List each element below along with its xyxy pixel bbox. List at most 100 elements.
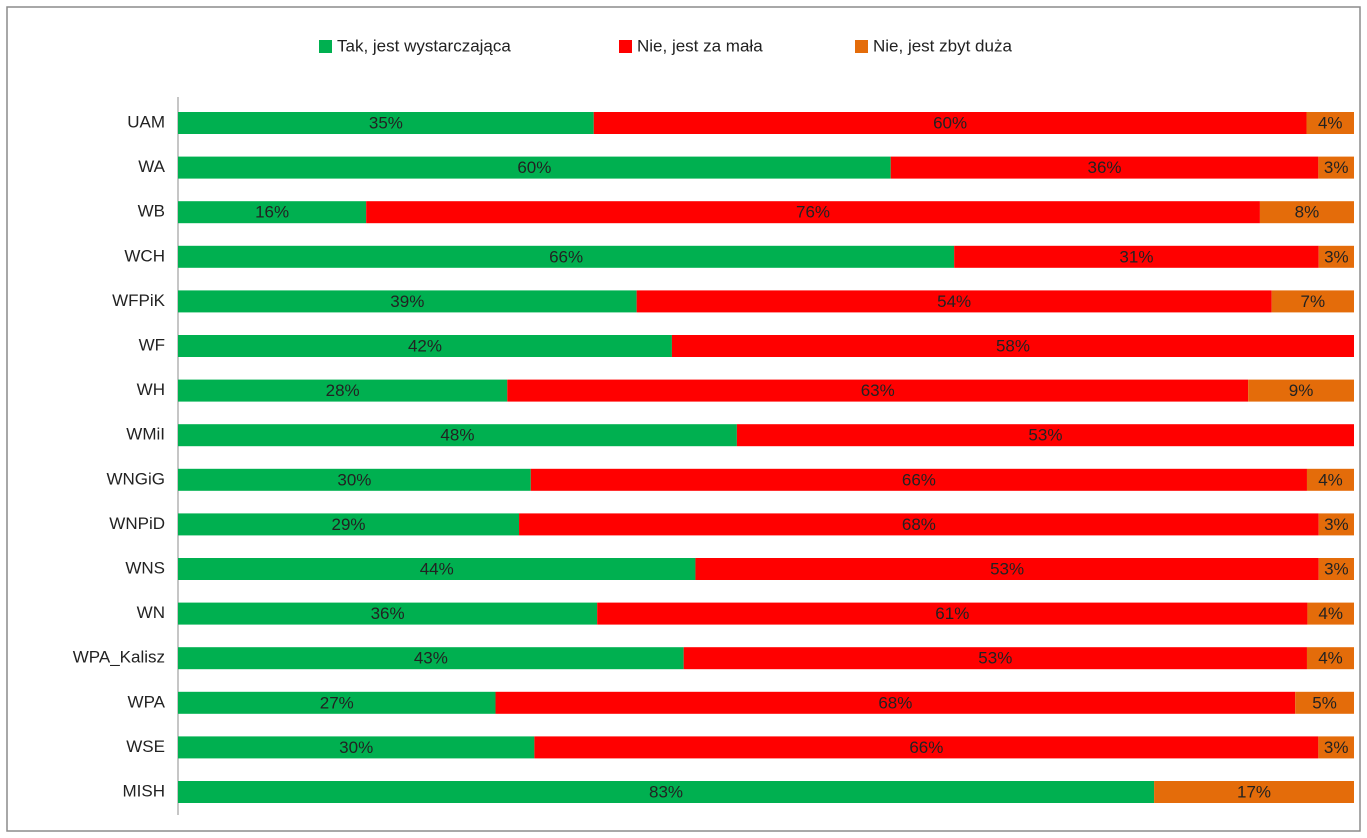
data-label: 66% — [549, 247, 583, 266]
data-label: 31% — [1119, 247, 1153, 266]
data-label: 27% — [320, 693, 354, 712]
legend-swatch — [319, 40, 332, 53]
bar-segment — [1318, 736, 1354, 759]
category-label: WB — [138, 202, 165, 221]
legend-swatch — [619, 40, 632, 53]
data-label: 43% — [414, 649, 448, 668]
category-label: WSE — [126, 737, 165, 756]
data-label: 3% — [1324, 515, 1349, 534]
bar-segment — [593, 112, 1307, 134]
data-label: 4% — [1318, 649, 1343, 668]
data-label: 17% — [1237, 782, 1271, 801]
category-label: WCH — [124, 246, 165, 265]
data-label: 54% — [937, 292, 971, 311]
data-label: 3% — [1324, 738, 1349, 757]
data-label: 28% — [326, 381, 360, 400]
data-label: 5% — [1312, 693, 1337, 712]
bar-segment — [178, 513, 520, 536]
bar-segment — [1154, 781, 1354, 803]
data-label: 83% — [649, 782, 683, 801]
bar-segment — [1306, 112, 1354, 134]
data-label: 58% — [996, 336, 1030, 355]
data-label: 63% — [861, 381, 895, 400]
data-label: 44% — [420, 559, 454, 578]
legend-label: Nie, jest za mała — [637, 36, 763, 55]
data-label: 29% — [332, 515, 366, 534]
category-label: WPA — [128, 692, 166, 711]
data-label: 53% — [990, 559, 1024, 578]
bar-segment — [1248, 379, 1354, 402]
bar-segment — [890, 156, 1319, 179]
bar-segment — [1318, 513, 1354, 536]
data-label: 36% — [371, 604, 405, 623]
bar-segment — [636, 290, 1272, 313]
bar-segment — [1271, 290, 1354, 313]
bar-segment — [1307, 602, 1354, 625]
legend-label: Nie, jest zbyt duża — [873, 36, 1012, 55]
legend-swatch — [855, 40, 868, 53]
bar-segment — [178, 112, 594, 134]
bar-segment — [178, 245, 955, 268]
bar-segment — [597, 602, 1308, 625]
data-label: 30% — [337, 470, 371, 489]
category-label: WF — [139, 335, 165, 354]
bar-segment — [507, 379, 1249, 402]
category-label: WH — [137, 380, 165, 399]
bar-segment — [178, 468, 531, 491]
category-label: WNPiD — [109, 514, 165, 533]
data-label: 60% — [517, 158, 551, 177]
bar-segment — [178, 647, 684, 670]
bar-segment — [671, 335, 1354, 357]
data-label: 36% — [1088, 158, 1122, 177]
bar-segment — [495, 691, 1296, 714]
data-label: 48% — [440, 426, 474, 445]
data-label: 39% — [390, 292, 424, 311]
bar-segment — [1295, 691, 1354, 714]
legend-label: Tak, jest wystarczająca — [337, 36, 511, 55]
bar-segment — [178, 736, 535, 759]
bar-segment — [366, 201, 1260, 224]
data-label: 61% — [935, 604, 969, 623]
data-label: 76% — [796, 203, 830, 222]
data-label: 3% — [1324, 247, 1349, 266]
data-label: 3% — [1324, 559, 1349, 578]
bar-segment — [534, 736, 1319, 759]
data-label: 4% — [1318, 113, 1343, 132]
data-label: 9% — [1289, 381, 1314, 400]
bar-segment — [178, 290, 637, 313]
bar-segment — [178, 558, 696, 580]
data-label: 53% — [1028, 426, 1062, 445]
category-label: WNGiG — [106, 469, 165, 488]
data-label: 30% — [339, 738, 373, 757]
data-label: 3% — [1324, 158, 1349, 177]
category-label: WNS — [125, 558, 165, 577]
bar-segment — [1318, 558, 1354, 580]
data-label: 66% — [902, 470, 936, 489]
bar-segment — [178, 335, 672, 357]
category-label: WMiI — [126, 425, 165, 444]
data-label: 16% — [255, 203, 289, 222]
bar-segment — [736, 424, 1354, 447]
bar-segment — [519, 513, 1319, 536]
category-label: WPA_Kalisz — [73, 648, 165, 667]
data-label: 42% — [408, 336, 442, 355]
data-label: 8% — [1295, 203, 1320, 222]
bar-segment — [178, 781, 1155, 803]
bar-segment — [954, 245, 1319, 268]
bar-segment — [178, 201, 367, 224]
category-label: MISH — [123, 781, 166, 800]
bar-segment — [178, 602, 598, 625]
bar-segment — [695, 558, 1319, 580]
bar-segment — [1318, 156, 1354, 179]
data-label: 68% — [902, 515, 936, 534]
category-label: UAM — [127, 112, 165, 131]
bar-segment — [1306, 647, 1354, 670]
data-label: 4% — [1318, 604, 1343, 623]
data-label: 35% — [369, 113, 403, 132]
data-label: 4% — [1318, 470, 1343, 489]
bar-segment — [1318, 245, 1354, 268]
bar-segment — [1259, 201, 1354, 224]
bar-segment — [178, 424, 737, 447]
bar-segment — [530, 468, 1307, 491]
